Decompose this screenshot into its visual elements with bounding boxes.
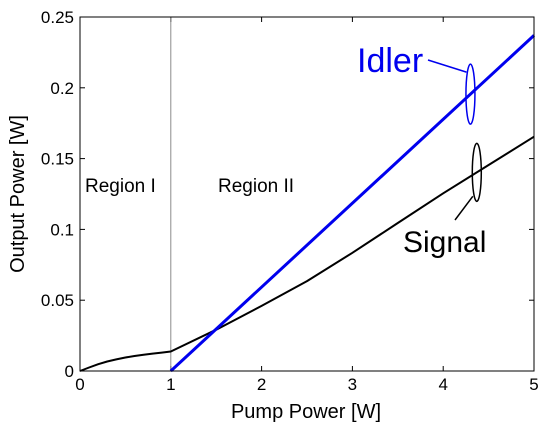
signal-leader-line (454, 195, 474, 221)
axes-box (79, 16, 535, 372)
x-tick-label: 3 (348, 375, 357, 394)
idler-ellipse (465, 63, 476, 125)
region-2-label: Region II (218, 176, 294, 197)
y-tick-label: 0 (65, 362, 74, 381)
y-tick-label: 0.2 (50, 79, 74, 98)
y-tick-label: 0.1 (50, 220, 74, 239)
tick-layer: 0 1 2 3 4 5 0 0.05 0.1 0.15 0.2 0.25 (41, 8, 539, 394)
idler-label: Idler (357, 42, 423, 80)
x-tick-label: 5 (529, 375, 538, 394)
signal-ellipse (471, 142, 483, 203)
signal-series-line (79, 135, 535, 372)
y-tick-label: 0.25 (41, 8, 74, 27)
x-tick-label: 2 (257, 375, 266, 394)
plot-layer (79, 17, 536, 373)
x-tick-label: 1 (166, 375, 175, 394)
idler-series-line (169, 34, 536, 373)
y-tick-label: 0.15 (41, 150, 74, 169)
region-1-label: Region I (85, 176, 156, 197)
signal-label: Signal (403, 226, 486, 259)
y-tick-label: 0.05 (41, 291, 74, 310)
x-tick-label: 4 (438, 375, 447, 394)
y-axis-title: Output Power [W] (7, 115, 29, 273)
x-axis-title: Pump Power [W] (231, 401, 381, 423)
x-tick-label: 0 (75, 375, 84, 394)
idler-leader-line (427, 59, 467, 73)
